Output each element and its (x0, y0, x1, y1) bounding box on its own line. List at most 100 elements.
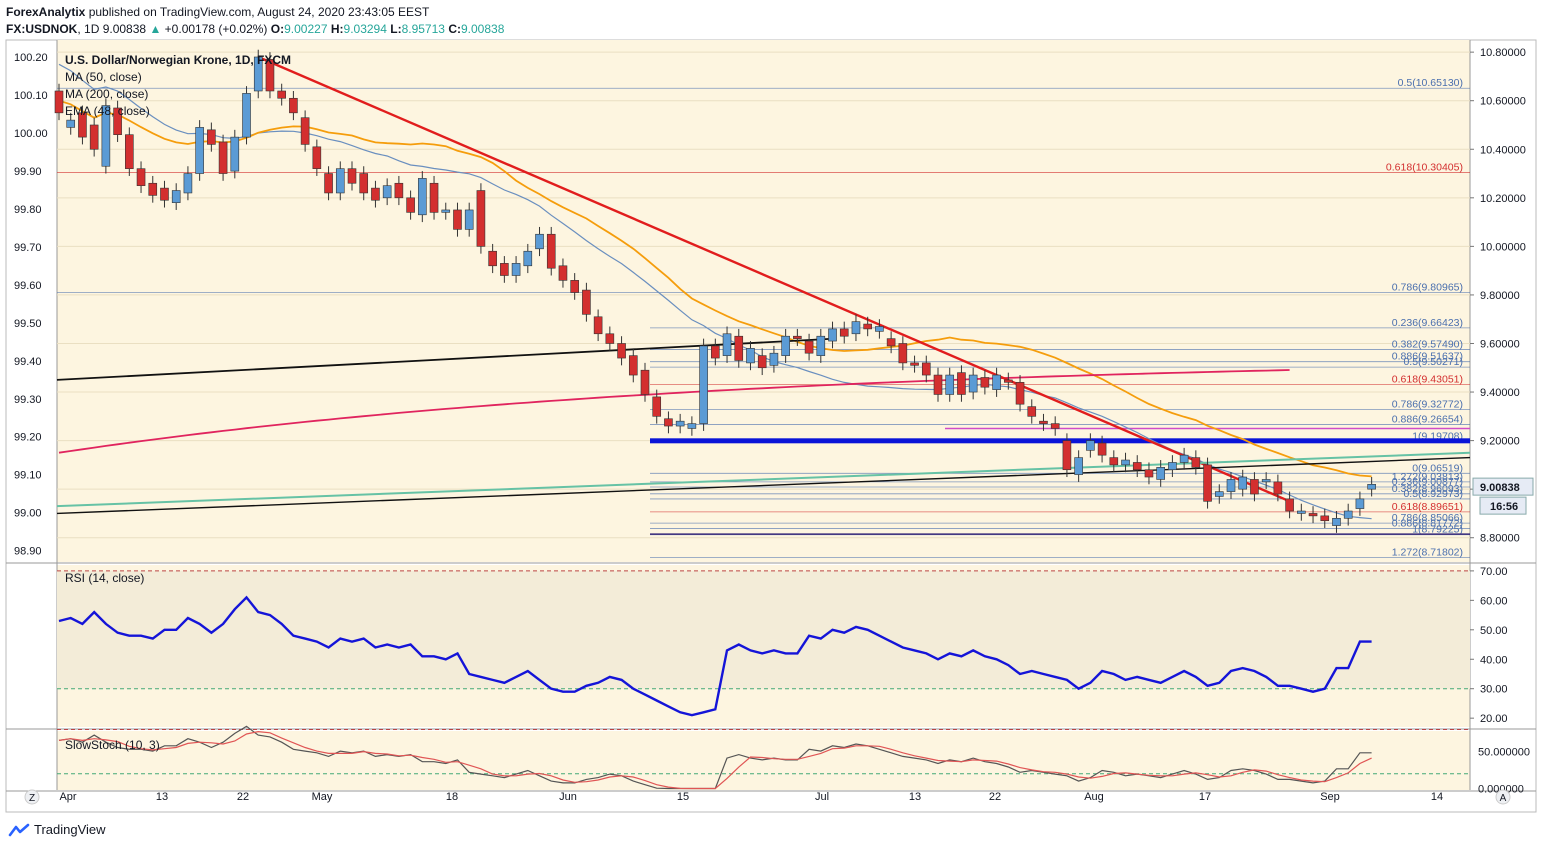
last-price-tag-text: 9.00838 (1480, 482, 1520, 494)
candle-body (1332, 517, 1341, 526)
candle-body (207, 129, 216, 145)
fib-level-label: 0.5(9.50271) (1403, 356, 1463, 368)
candle-body (839, 328, 849, 337)
publisher-name[interactable]: ForexAnalytix (6, 5, 86, 19)
candle-body (511, 263, 521, 276)
candle-body (570, 280, 579, 293)
fib-level-label: 0.786(9.80965) (1392, 282, 1463, 294)
candle-body (1273, 481, 1283, 495)
left-axis-tick-label: 100.10 (14, 90, 48, 102)
candle-body (664, 418, 673, 427)
close-value: 9.00838 (460, 22, 505, 36)
candle-body (1039, 420, 1048, 424)
rsi-axis-tick-label: 50.00 (1480, 625, 1508, 637)
candle-body (1320, 515, 1330, 522)
x-axis-tick-label: 14 (1431, 791, 1443, 803)
change-value: +0.00178 (+0.02%) (164, 22, 268, 36)
candle-body (617, 343, 626, 359)
left-axis-tick-label: 99.40 (14, 356, 42, 368)
right-axis-tick-label: 10.60000 (1480, 96, 1526, 108)
stoch-axis-tick-label: 0.000000 (1478, 784, 1524, 796)
right-axis-tick-label: 9.40000 (1480, 387, 1520, 399)
left-axis-tick-label: 99.90 (14, 166, 42, 178)
left-axis-tick-label: 99.80 (14, 204, 42, 216)
candle-body (886, 338, 896, 347)
candle-body (382, 185, 392, 199)
candle-body (910, 362, 919, 366)
x-axis-tick-label: May (312, 791, 333, 803)
candle-body (335, 168, 345, 194)
fib-level-label: 0.886(9.51637) (1392, 351, 1463, 363)
right-axis-tick-label: 9.80000 (1480, 290, 1520, 302)
candle-body (628, 355, 638, 376)
rsi-title: RSI (14, close) (65, 571, 144, 585)
candle-body (125, 134, 134, 169)
candle-body (1015, 382, 1025, 405)
ohlc-legend: FX:USDNOK, 1D 9.00838 ▲ +0.00178 (+0.02%… (6, 22, 505, 36)
rsi-axis-tick-label: 30.00 (1480, 684, 1508, 696)
zoom-button (24, 789, 40, 805)
left-axis-tick-label: 99.20 (14, 432, 42, 444)
candle-body (1285, 498, 1294, 512)
candle-body (992, 374, 1001, 390)
candle-body (1297, 510, 1306, 514)
candle-body (523, 250, 533, 267)
candle-body (640, 369, 650, 395)
candle-body (582, 289, 591, 315)
candle-body (488, 250, 497, 267)
candle-body (1168, 462, 1177, 471)
candle-body (277, 90, 286, 99)
stoch-d-line (58, 730, 1372, 790)
candle-body (406, 197, 415, 213)
footer-brand: TradingView (8, 822, 106, 837)
fib-level-label: 1.272(8.71802) (1392, 547, 1463, 559)
candle-body (1156, 467, 1165, 480)
candle-body (1261, 479, 1271, 483)
candle-body (136, 168, 146, 186)
candle-body (183, 173, 193, 194)
candle-body (418, 178, 427, 216)
candle-body (1144, 469, 1154, 478)
published-text: published on TradingView.com, August 24,… (88, 5, 430, 19)
candle-body (1343, 510, 1353, 519)
candle-body (746, 348, 755, 364)
tradingview-brand-label[interactable]: TradingView (34, 822, 106, 837)
candle-body (1121, 459, 1130, 466)
candle-body (1214, 491, 1224, 497)
fib-level-label: 0(9.06519) (1412, 462, 1463, 474)
right-axis-tick-label: 8.80000 (1480, 533, 1520, 545)
x-axis-tick-label: 13 (156, 791, 168, 803)
candle-body (113, 107, 122, 135)
candle-body (300, 117, 310, 145)
candle-body (535, 233, 544, 250)
x-axis-tick-label: 13 (909, 791, 921, 803)
candle-body (1027, 406, 1037, 417)
left-axis-tick-label: 99.30 (14, 394, 42, 406)
left-axis-tick-label: 99.60 (14, 280, 42, 292)
candle-body (921, 362, 931, 376)
fib-level-label: 1.272(9.03813) (1392, 471, 1463, 483)
candle-body (441, 209, 451, 213)
candle-body (101, 105, 111, 167)
candle-body (757, 355, 767, 369)
candle-body (898, 343, 908, 364)
candle-body (1238, 476, 1248, 490)
candle-body (1179, 454, 1189, 463)
rsi-axis-tick-label: 40.00 (1480, 654, 1508, 666)
candle-body (687, 423, 697, 429)
black-trend-line (56, 337, 836, 381)
candle-body (722, 333, 732, 356)
rsi-axis-tick-label: 70.00 (1480, 566, 1508, 578)
candle-body (769, 352, 779, 366)
candle-body (1109, 457, 1119, 466)
fib-level-label: 0.786(9.32772) (1392, 399, 1463, 411)
candle-body (1308, 513, 1318, 517)
stoch-title: SlowStoch (10, 3) (65, 738, 160, 752)
candle-body (230, 136, 240, 172)
high-value: 9.03294 (343, 22, 387, 36)
fib-level-label: 0.5(8.92973) (1403, 488, 1463, 500)
candle-body (171, 190, 181, 203)
x-axis-tick-label: Jul (815, 791, 829, 803)
candle-body (1226, 479, 1236, 492)
